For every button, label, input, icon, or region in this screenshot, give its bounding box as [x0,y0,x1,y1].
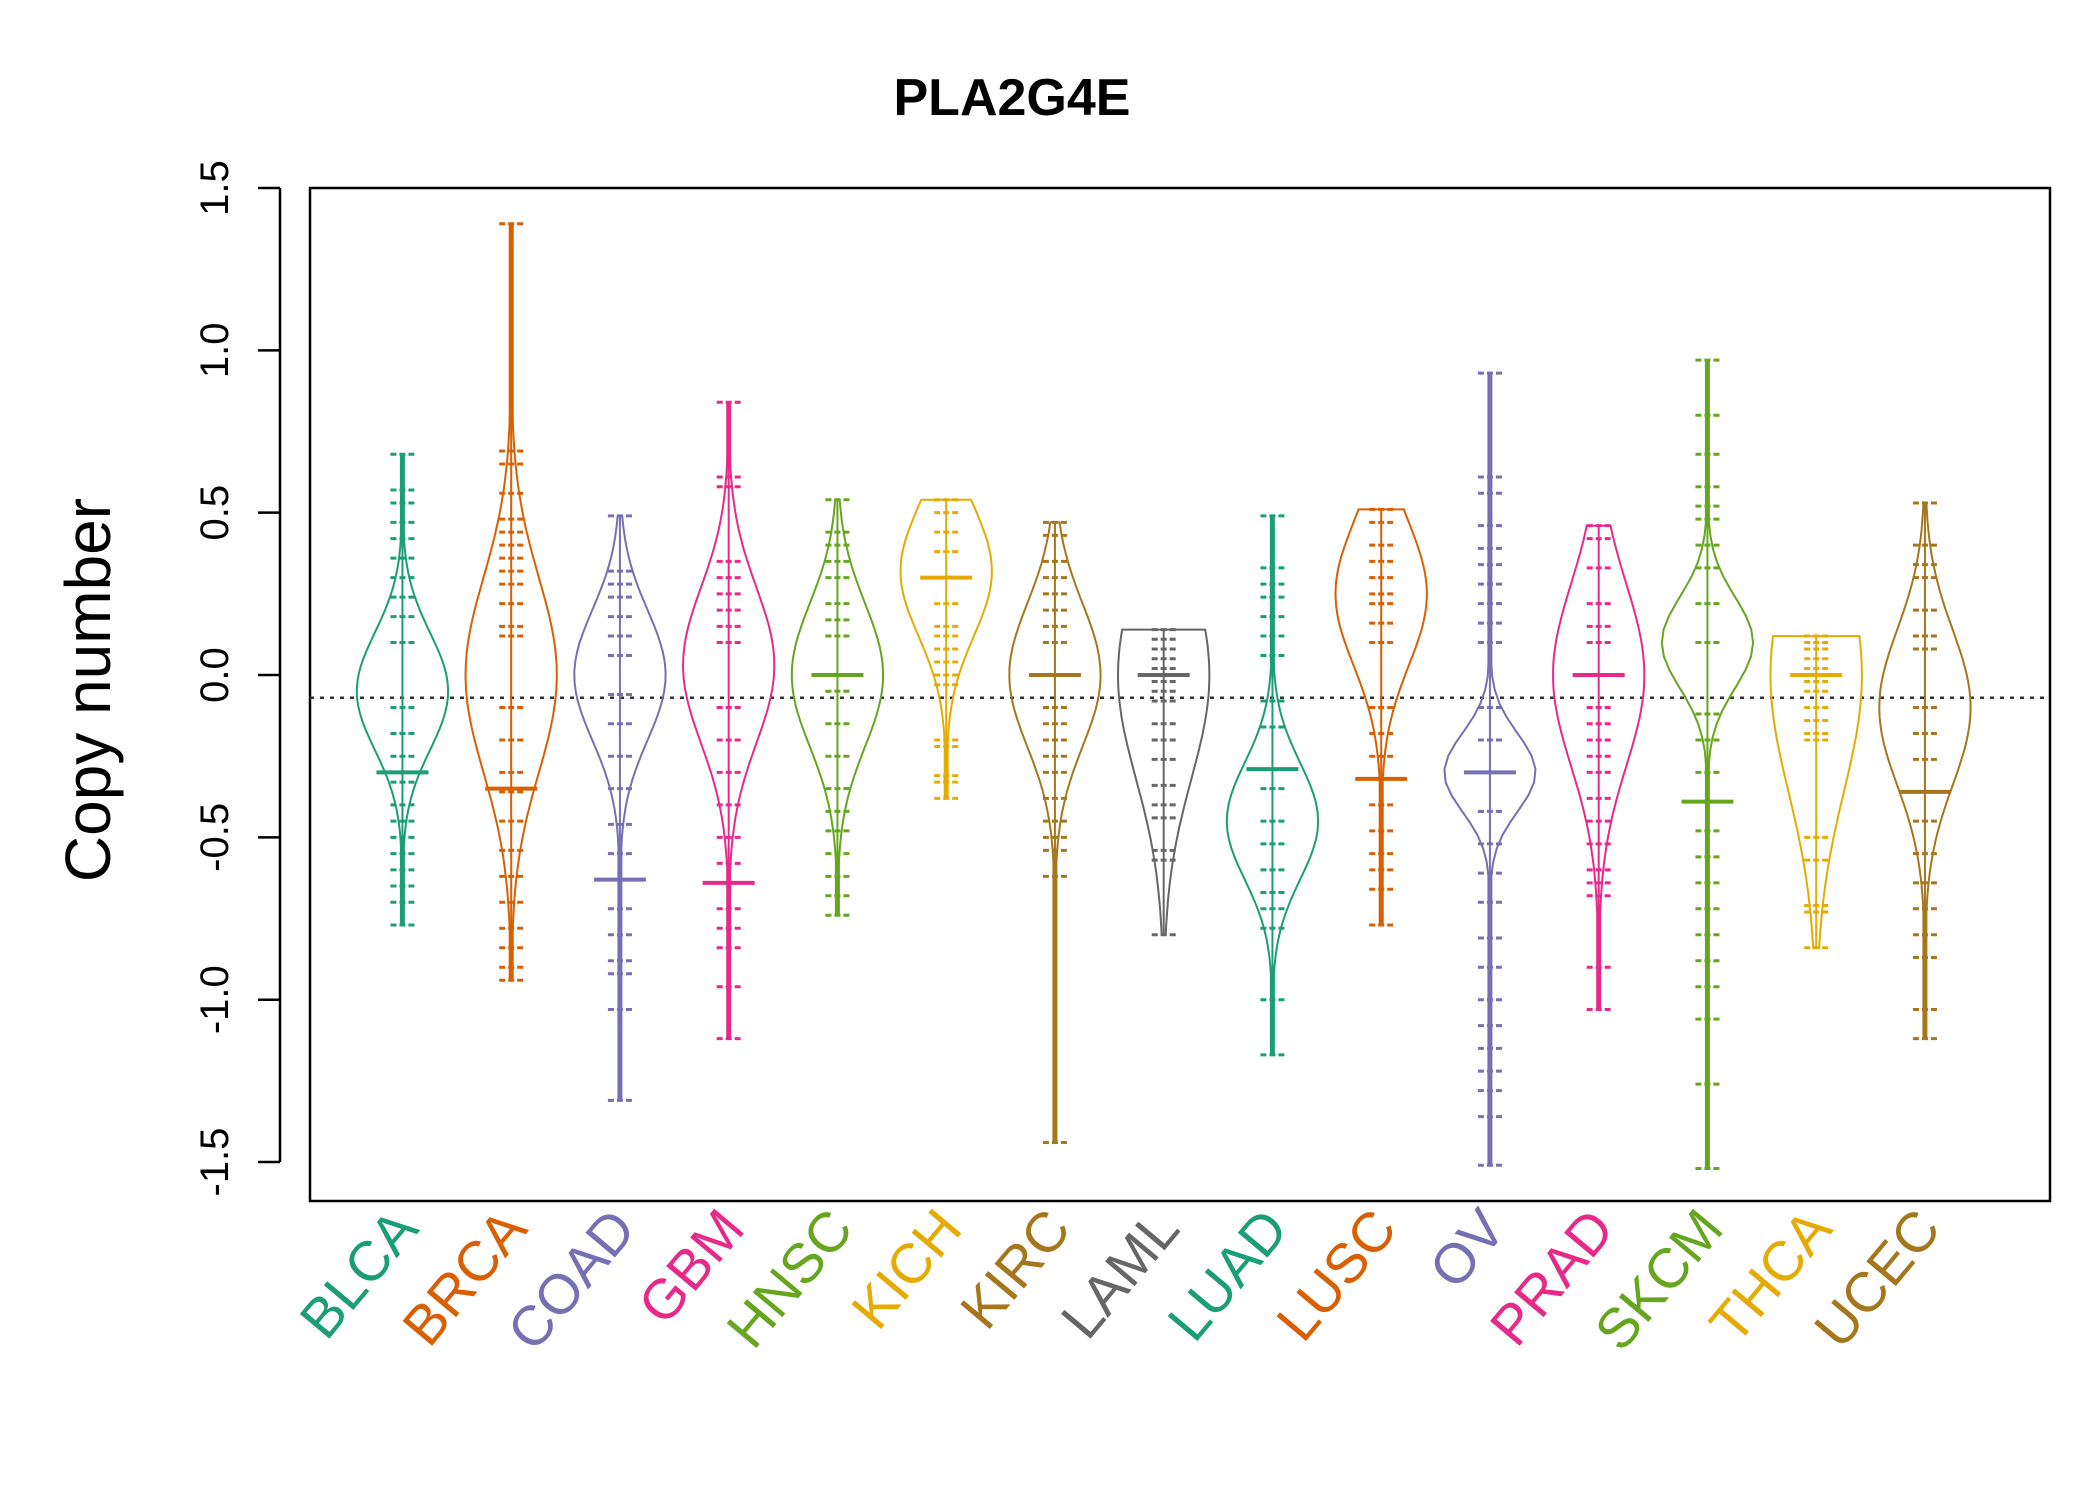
y-axis-label: Copy number [52,498,124,882]
bean-lusc [1334,507,1428,927]
y-tick-label: -1.5 [193,1128,237,1197]
bean-ucec [1878,501,1972,1041]
bean-prad [1552,524,1646,1011]
y-tick-label: 0.0 [193,647,237,703]
bean-gbm [681,400,776,1041]
bean-ov [1443,371,1537,1167]
beans [355,222,1972,1171]
bean-kirc [1008,520,1102,1145]
bean-laml [1116,628,1211,937]
bean-coad [573,514,667,1102]
bean-kich [899,498,993,800]
bean-hnsc [790,498,885,917]
bean-brca [464,222,558,982]
bean-density [899,498,993,800]
category-label-ucec: UCEC [1802,1197,1952,1359]
y-ticks: -1.5 -1.0 -0.5 0.0 0.5 1.0 1.5 [193,160,280,1197]
bean-luad [1225,514,1320,1057]
bean-density [1769,635,1863,949]
y-tick-label: 0.5 [193,485,237,541]
category-label-laml: LAML [1049,1197,1191,1350]
y-tick-label: 1.5 [193,160,237,216]
y-tick-label: 1.0 [193,323,237,379]
bean-density [1008,521,1102,1144]
bean-density [1334,508,1428,926]
bean-skcm [1660,358,1755,1171]
category-label-lusc: LUSC [1264,1197,1408,1352]
bean-blca [355,452,450,927]
y-tick-label: -1.0 [193,965,237,1034]
y-tick-label: -0.5 [193,803,237,872]
bean-thca [1769,634,1863,950]
bean-density [1116,628,1211,936]
category-label-hnsc: HNSC [714,1197,864,1359]
category-label-kich: KICH [839,1197,973,1340]
category-label-ov: OV [1417,1197,1518,1300]
chart-title: PLA2G4E [894,69,1131,127]
plot-frame [308,186,2052,1203]
category-label-luad: LUAD [1155,1197,1299,1352]
